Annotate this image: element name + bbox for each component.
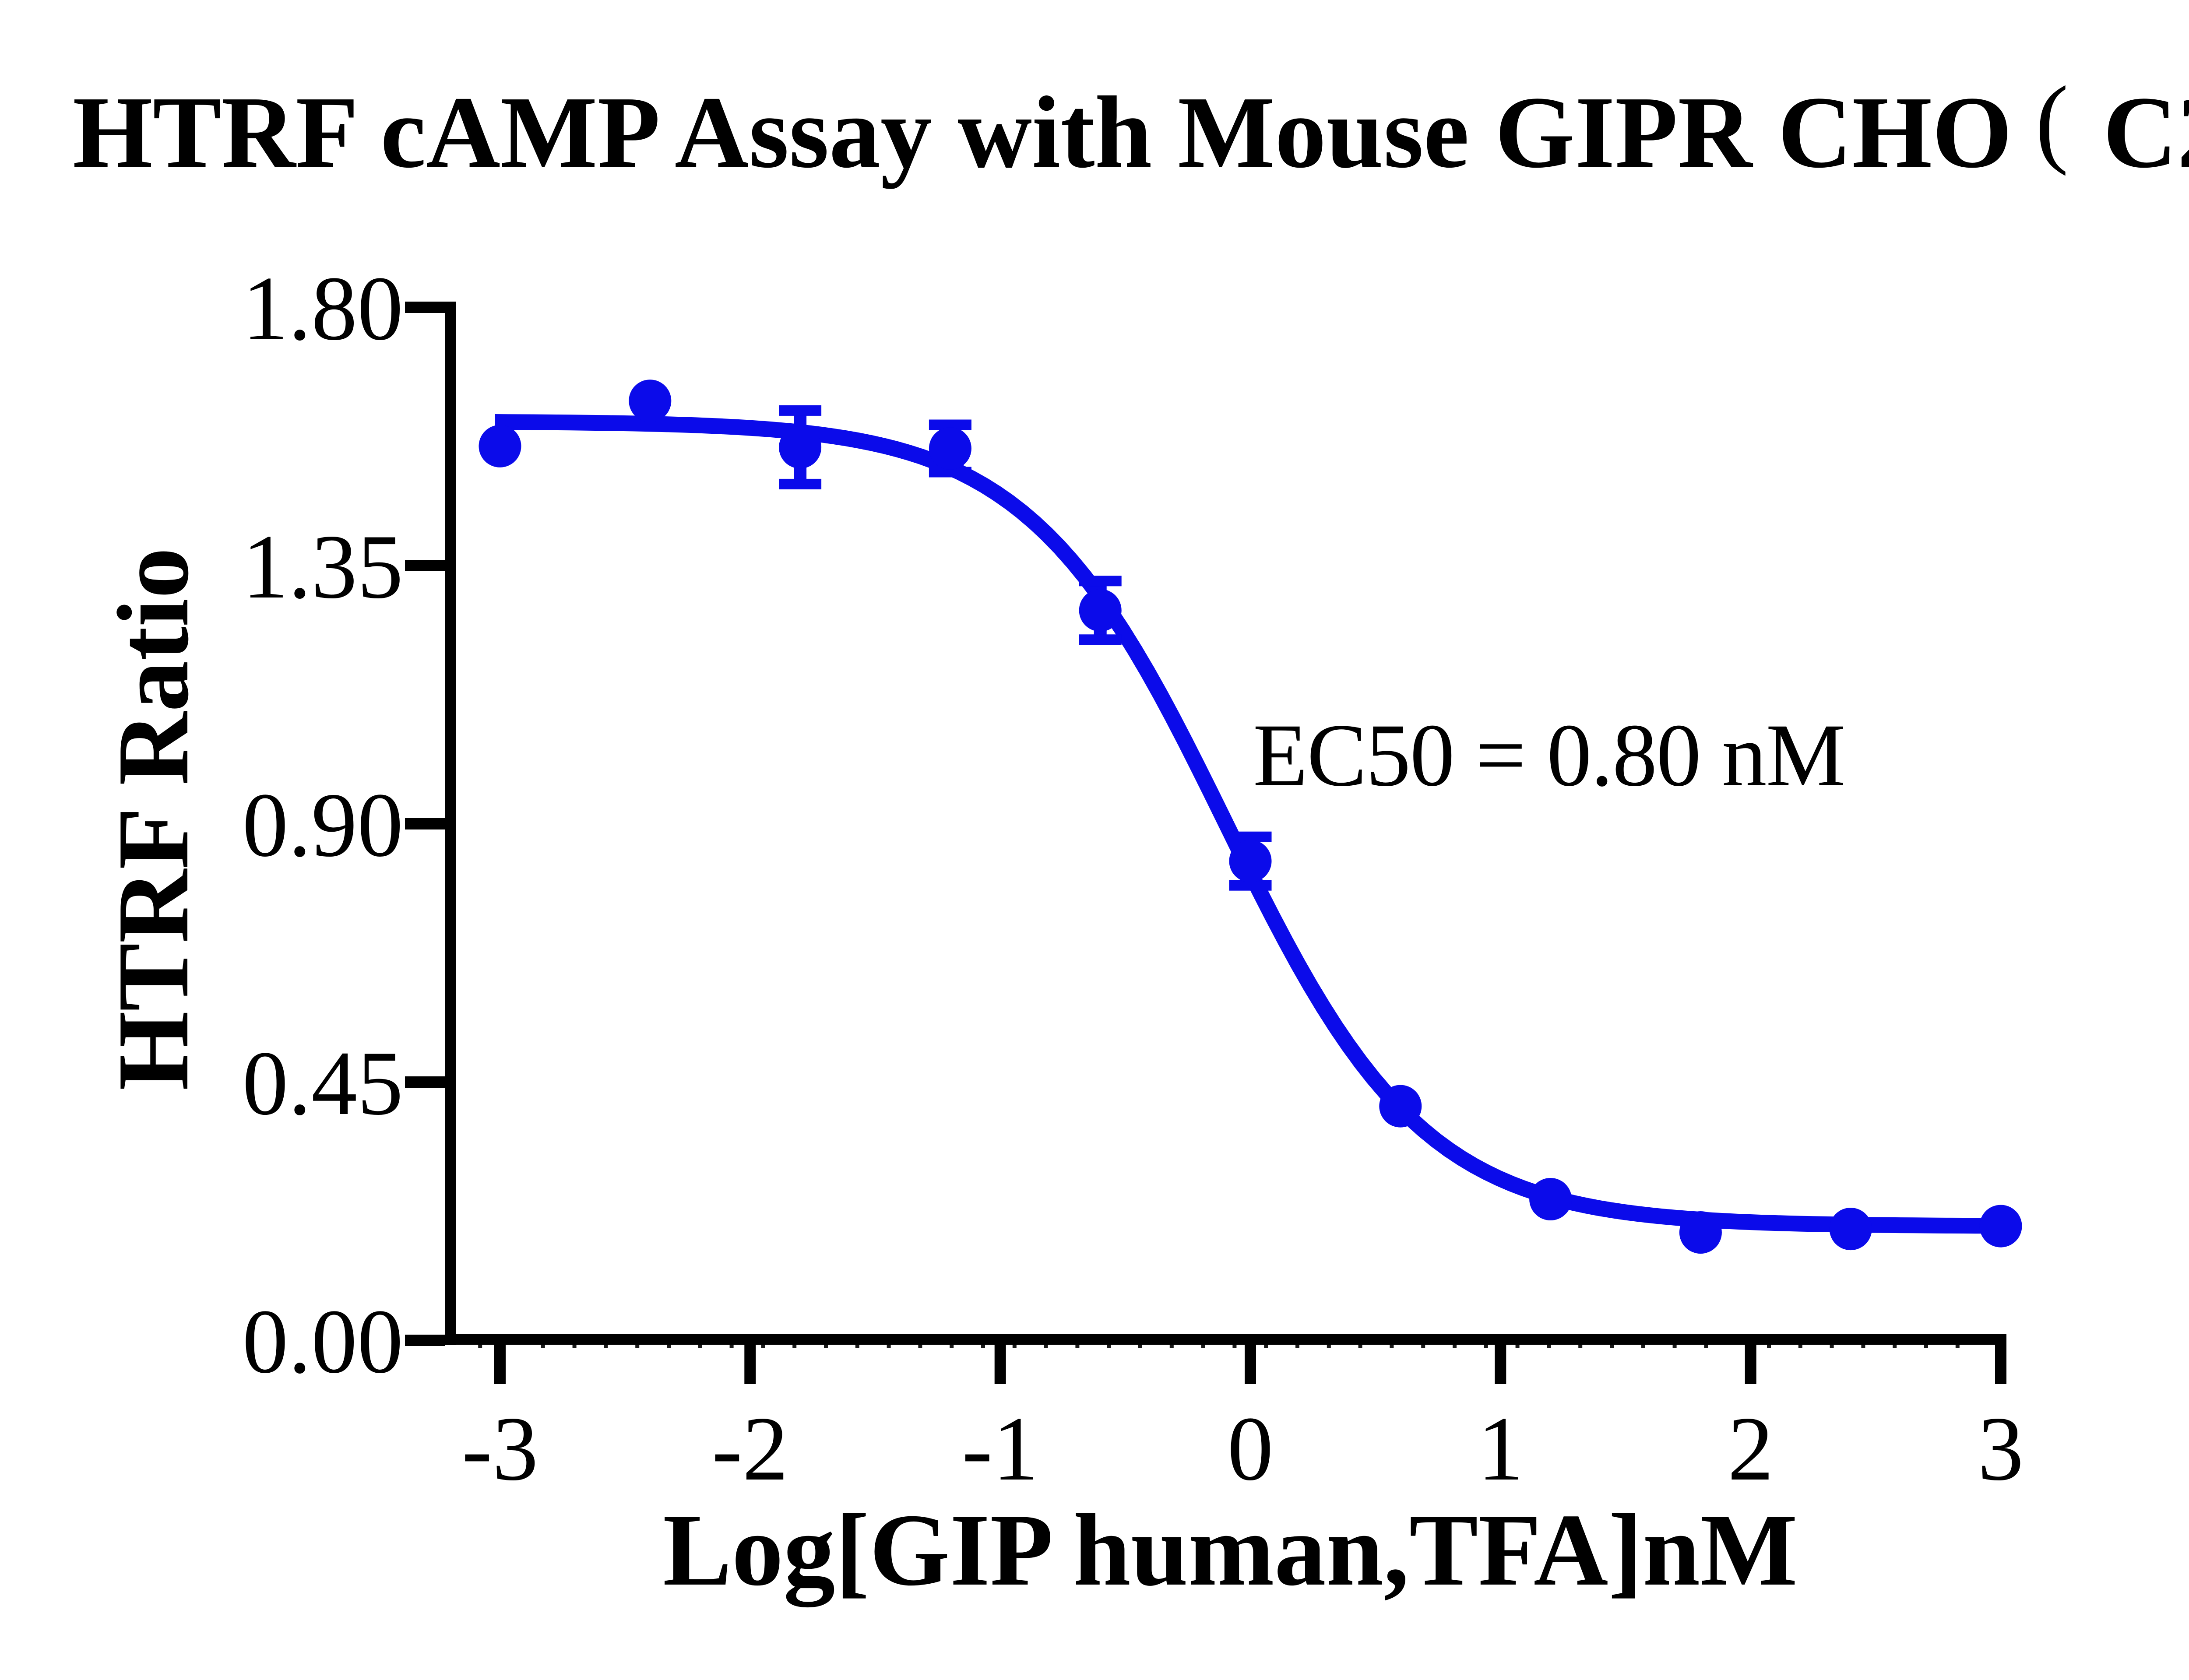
svg-text:2: 2 <box>1728 1398 1774 1500</box>
svg-text:1.35: 1.35 <box>243 516 404 618</box>
svg-text:Log[GIP human,TFA]nM: Log[GIP human,TFA]nM <box>663 1493 1798 1607</box>
svg-text:1: 1 <box>1478 1398 1524 1500</box>
svg-text:0.45: 0.45 <box>243 1033 404 1134</box>
svg-text:HTRF cAMP Assay with Mouse GIP: HTRF cAMP Assay with Mouse GIPR CHO <box>73 75 2012 189</box>
svg-text:-1: -1 <box>962 1398 1038 1500</box>
svg-text:0.90: 0.90 <box>243 774 404 876</box>
svg-text:3: 3 <box>1978 1398 2024 1500</box>
svg-text:-2: -2 <box>712 1398 788 1500</box>
svg-text:HTRF Ratio: HTRF Ratio <box>97 548 210 1090</box>
svg-text:EC50 = 0.80 nM: EC50 = 0.80 nM <box>1253 706 1845 805</box>
svg-text:C22: C22 <box>2103 75 2189 189</box>
svg-text:-3: -3 <box>462 1398 538 1500</box>
svg-text:(: ( <box>2035 66 2069 176</box>
svg-text:0.00: 0.00 <box>243 1291 404 1392</box>
svg-text:1.80: 1.80 <box>243 258 404 359</box>
svg-text:0: 0 <box>1228 1398 1274 1500</box>
